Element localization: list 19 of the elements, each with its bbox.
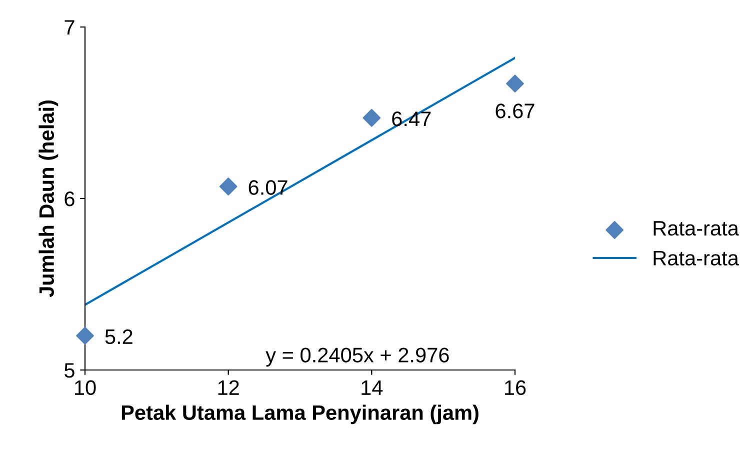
y-axis-title: Jumlah Daun (helai)	[38, 100, 58, 298]
y-tick-label: 5	[64, 363, 74, 378]
x-tick-label: 16	[505, 380, 526, 396]
x-tick-label: 12	[218, 380, 239, 395]
y-tick-label: 7	[64, 20, 74, 35]
x-tick-label: 10	[75, 380, 96, 396]
y-tick-label: 6	[64, 192, 74, 206]
point	[506, 74, 524, 93]
point	[362, 108, 381, 127]
point	[219, 178, 238, 196]
annotation: y = 0.2405x + 2.976	[266, 348, 449, 367]
data-label: 5.2	[105, 329, 132, 344]
x-axis-title: Petak Utama Lama Penyinaran (jam)	[122, 404, 478, 424]
data-label: 6.67	[496, 104, 534, 118]
legend-label: Rata-rata	[654, 221, 739, 236]
point	[76, 326, 94, 345]
data-label: 6.07	[248, 180, 288, 195]
x-tick-label: 14	[362, 380, 383, 395]
legend-label: Rata-rata	[654, 250, 739, 266]
